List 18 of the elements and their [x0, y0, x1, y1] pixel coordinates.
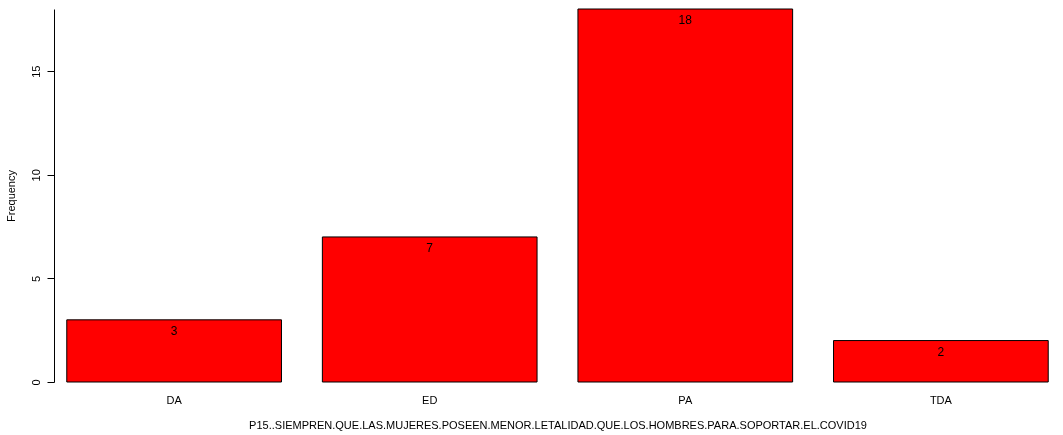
x-axis-title: P15..SIEMPREN.QUE.LAS.MUJERES.POSEEN.MENOR.LETALIDAD.QUE.LOS.HOMBRES.PARA.SOPORTAR.EL.COVID19	[249, 418, 867, 431]
x-tick-label: ED	[422, 393, 438, 406]
data-label: 3	[170, 323, 178, 338]
y-axis-title: Frequency	[4, 169, 17, 222]
x-tick-label: TDA	[929, 393, 953, 406]
bar	[321, 236, 538, 383]
data-label: 7	[426, 240, 434, 255]
y-tick-label: 10	[29, 169, 42, 182]
bar	[577, 8, 794, 383]
y-tick-label: 5	[29, 275, 42, 282]
x-tick-label: PA	[678, 393, 693, 406]
bar	[833, 340, 1049, 383]
y-tick-label: 0	[29, 379, 42, 386]
y-tick-label: 15	[29, 65, 42, 78]
data-label: 18	[678, 13, 693, 27]
x-tick-label: DA	[166, 393, 183, 406]
data-label: 2	[937, 344, 945, 359]
bar	[66, 319, 282, 383]
